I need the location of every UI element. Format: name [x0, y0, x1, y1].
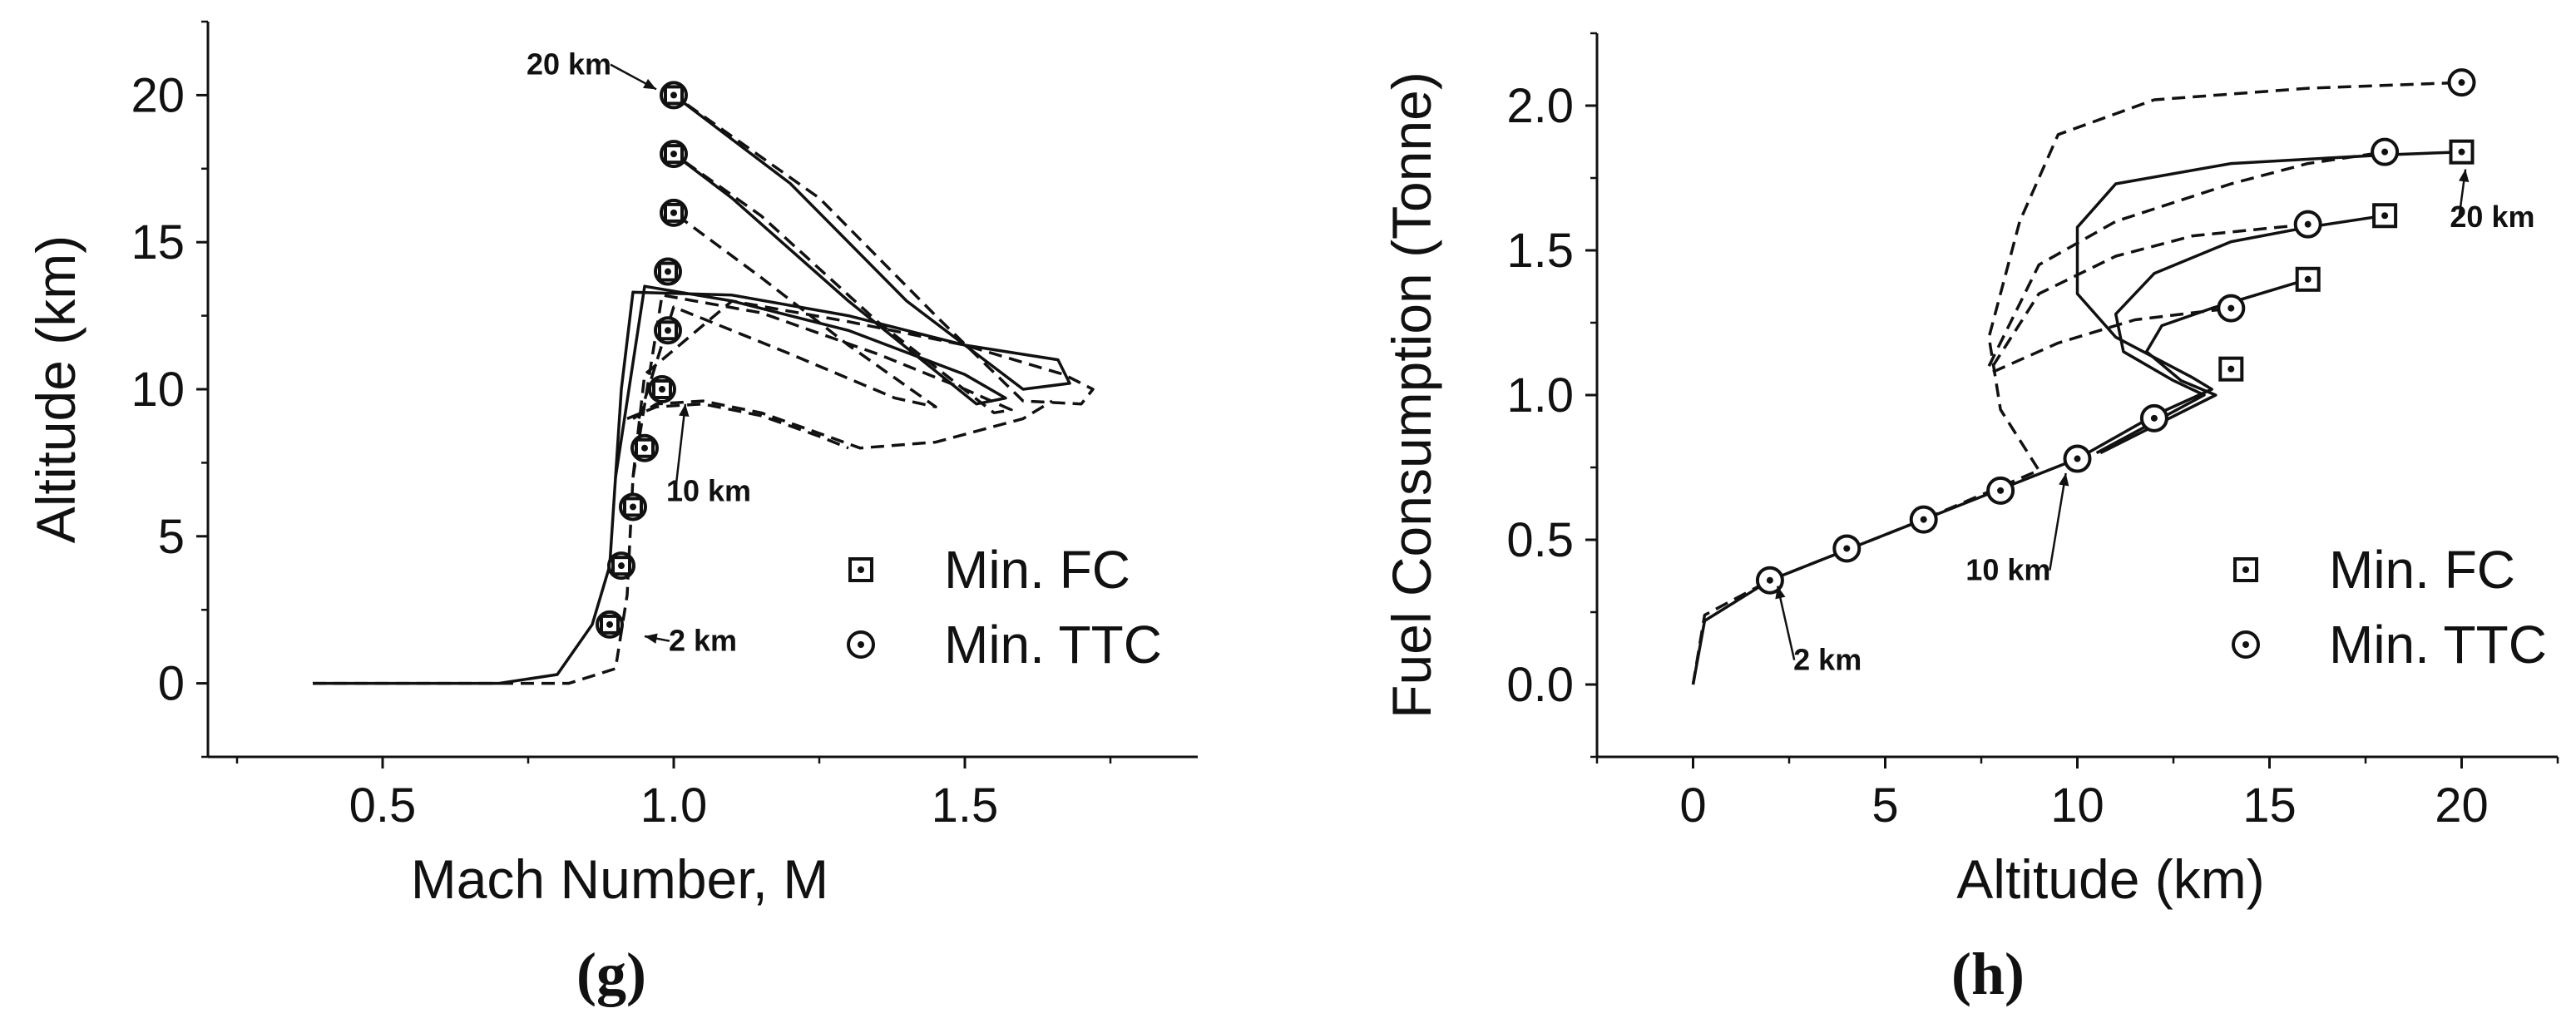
series-line-1: [313, 93, 1095, 685]
x-tick-label: 20: [2435, 778, 2489, 833]
annotation-arrow: [2049, 472, 2067, 571]
legend-fc-marker: [2233, 557, 2258, 582]
y-tick-label: 0.5: [1506, 513, 1574, 567]
legend-ttc-marker-dot: [858, 641, 864, 648]
legend-label: Min. TTC: [2329, 615, 2547, 675]
series-line-0: [1691, 150, 2462, 685]
y-tick-label: 0.0: [1506, 658, 1574, 712]
ttc-marker-dot: [1843, 545, 1851, 552]
y-tick-label: 10: [131, 363, 185, 417]
y-tick-label: 1.0: [1506, 368, 1574, 423]
legend-ttc-marker-dot: [2242, 641, 2249, 648]
series-line-4: [2099, 278, 2309, 455]
annotation-label: 2 km: [1793, 643, 1862, 677]
legend-label: Min. FC: [944, 540, 1130, 600]
fc-marker-dot: [630, 503, 636, 511]
y-axis-label: Altitude (km): [25, 235, 87, 543]
y-tick-label: 5: [158, 510, 185, 564]
fc-marker: [2295, 266, 2321, 292]
fc-marker-dot: [2304, 275, 2311, 283]
fc-marker-dot: [665, 268, 671, 275]
ttc-marker-dot: [2458, 79, 2465, 86]
annotation-label: 10 km: [1965, 553, 2050, 587]
x-axis-label: Altitude (km): [1956, 848, 2264, 910]
arrow-head: [2459, 169, 2470, 182]
arrow-head: [643, 78, 656, 90]
y-tick-label: 20: [131, 68, 185, 122]
y-tick-label: 15: [131, 215, 185, 269]
legend-fc-marker-dot: [2242, 566, 2249, 573]
ttc-marker-dot: [2150, 414, 2158, 422]
arrow-head: [2059, 472, 2069, 487]
panel-label: (g): [576, 941, 646, 1007]
y-tick-label: 1.5: [1506, 224, 1574, 278]
x-tick-label: 15: [2242, 778, 2297, 833]
chart-g: 0.5 1.0 1.5 0 5 10 15 20 Mach Number, M Altitude …: [25, 20, 1198, 1007]
x-axis-label: Mach Number, M: [411, 848, 828, 910]
ttc-marker-dot: [2304, 220, 2311, 228]
fc-marker-dot: [670, 209, 677, 216]
fc-marker-dot: [670, 151, 677, 158]
legend-label: Min. FC: [2329, 540, 2515, 600]
x-tick-label: 10: [2050, 778, 2104, 833]
y-axis-label: Fuel Consumption (Tonne): [1381, 72, 1442, 719]
annotation-label: 10 km: [666, 473, 751, 507]
ttc-marker-dot: [1766, 576, 1773, 584]
x-tick-label: 5: [1871, 778, 1898, 833]
series-line-2: [614, 152, 1007, 478]
series-line-4: [637, 211, 937, 419]
y-tick-label: 0: [158, 657, 185, 711]
series-line-6: [1992, 306, 2232, 373]
fc-marker-dot: [670, 91, 677, 99]
series-line-6: [626, 402, 849, 450]
annotation-arrow: [674, 403, 687, 492]
x-tick-label: 0.5: [349, 778, 417, 833]
legend-label: Min. TTC: [944, 615, 1162, 675]
arrow-head: [679, 403, 690, 418]
legend-fc-marker-dot: [858, 566, 864, 573]
arrow-head: [645, 633, 658, 644]
x-tick-label: 1.0: [640, 778, 708, 833]
ttc-marker-dot: [1997, 487, 2005, 494]
series-line-3: [631, 152, 1013, 478]
ttc-marker-dot: [1920, 516, 1927, 523]
fc-marker-dot: [618, 562, 625, 570]
arrow-head: [1775, 586, 1786, 600]
fc-marker-dot: [2458, 148, 2465, 156]
ttc-marker-dot: [2227, 304, 2235, 312]
x-tick-label: 1.5: [932, 778, 999, 833]
ttc-marker-dot: [2381, 148, 2389, 156]
annotation-arrow: [1776, 586, 1796, 660]
series-line-5: [1991, 222, 2308, 368]
fc-marker-dot: [606, 620, 613, 628]
series-line-5: [632, 399, 1053, 450]
fc-marker: [2449, 139, 2475, 165]
series-line-3: [1987, 150, 2386, 367]
fc-marker-dot: [659, 386, 665, 393]
annotation-label: 20 km: [527, 47, 611, 82]
annotation-label: 2 km: [669, 624, 737, 658]
annotation-label: 20 km: [2450, 200, 2534, 234]
fc-marker-dot: [665, 327, 671, 334]
fc-marker: [2372, 203, 2398, 229]
chart-h: 0 5 10 15 20 0.0 0.5 1.0 1.5 2.0 Altitude (km) Fuel…: [1381, 32, 2559, 1007]
ttc-marker-dot: [2074, 455, 2081, 462]
x-tick-label: 0: [1679, 778, 1706, 833]
fc-marker-dot: [2381, 212, 2389, 220]
fc-marker-dot: [641, 444, 648, 452]
fc-marker-dot: [2227, 365, 2235, 373]
panel-label: (h): [1951, 941, 2025, 1007]
y-tick-label: 2.0: [1506, 79, 1574, 133]
series-line-2: [2095, 214, 2386, 455]
